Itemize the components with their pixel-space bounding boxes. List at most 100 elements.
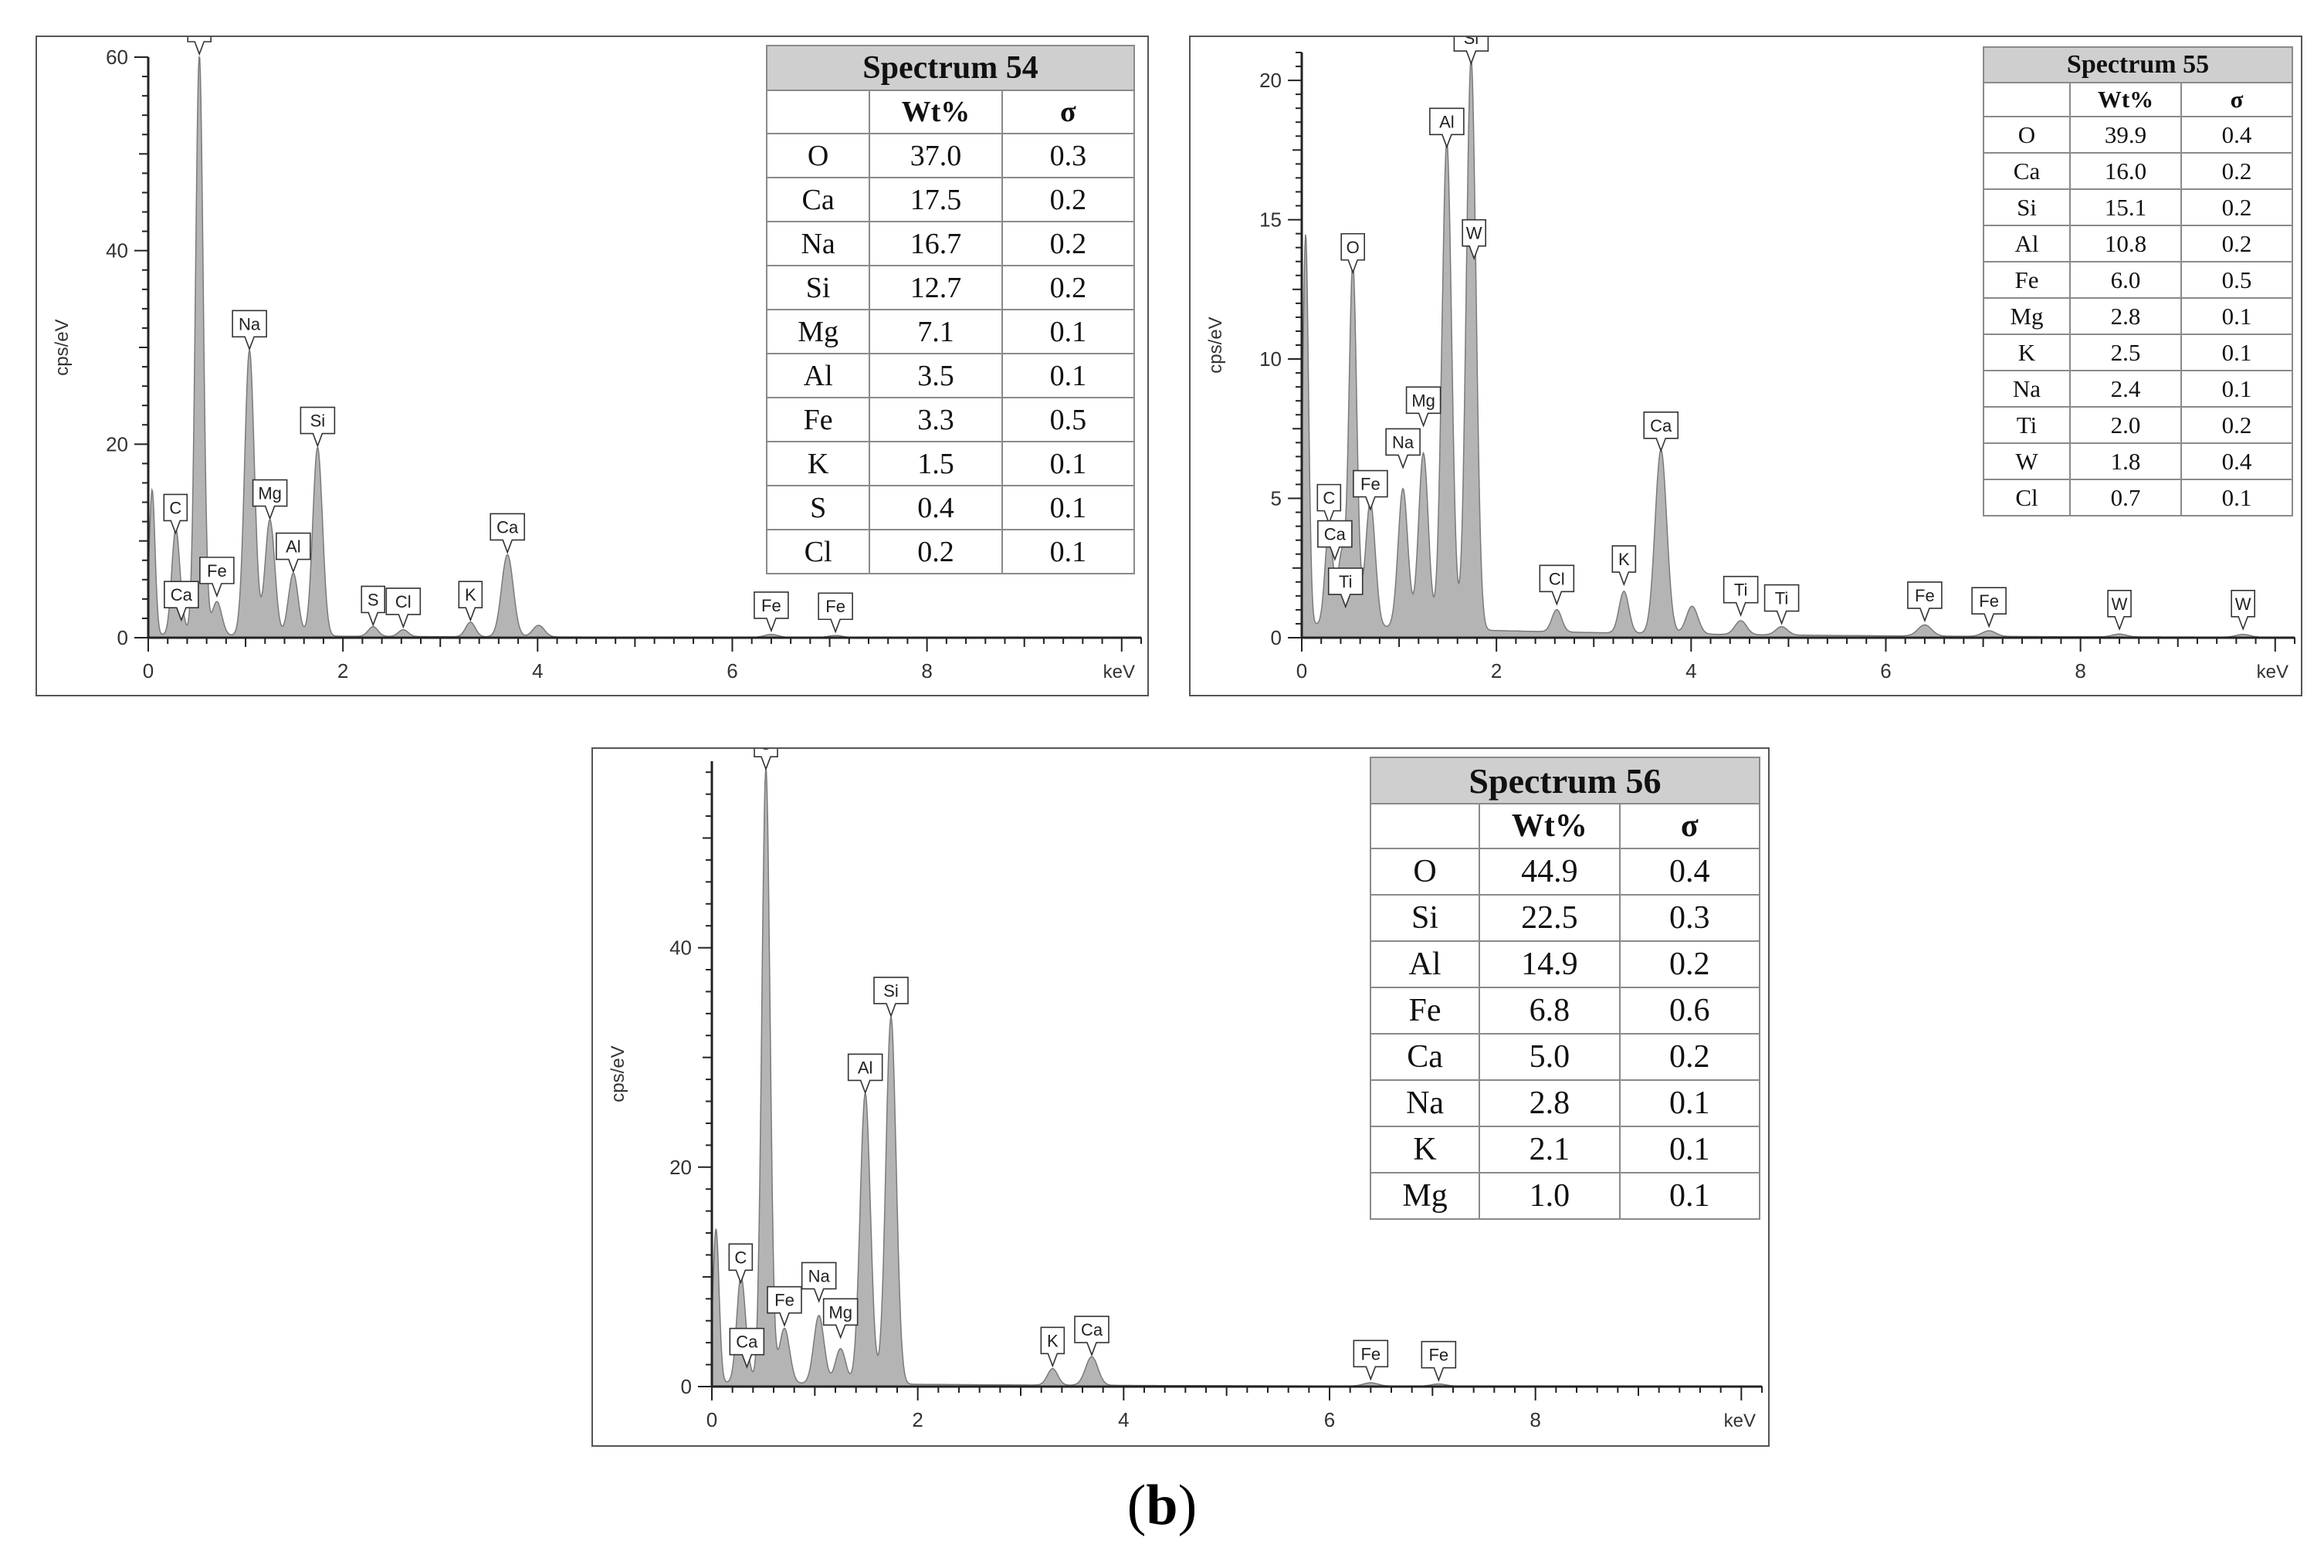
sigma-cell: 0.3 <box>1001 133 1136 178</box>
wt-cell: 17.5 <box>869 177 1003 222</box>
svg-text:Fe: Fe <box>825 597 845 616</box>
peak-label-w: W <box>2231 589 2255 632</box>
peak-label-fe: Fe <box>1353 1339 1389 1381</box>
peak-label-si: Si <box>1453 37 1489 66</box>
table-row: Ca 16.0 0.2 <box>1983 152 2293 190</box>
spectrum-56-chart: OSiAlCNaFeMgCaKCaFeFe02468keV02040cps/eV <box>608 749 1763 1431</box>
table-row: O 37.0 0.3 <box>765 133 1136 178</box>
wt-cell: 0.2 <box>869 529 1003 574</box>
svg-text:W: W <box>2235 594 2251 614</box>
spectrum-54-chart: ONaSiMgCAlFeCaCaSClKFeFe02468keV0204060c… <box>52 37 1142 682</box>
y-tick-label: 0 <box>1271 626 1282 649</box>
wt-cell: 0.4 <box>869 485 1003 530</box>
wt-cell: 1.8 <box>2069 442 2182 480</box>
element-cell: Ca <box>1983 152 2071 190</box>
svg-text:S: S <box>368 590 379 609</box>
svg-text:Fe: Fe <box>761 596 781 615</box>
table-row: W 1.8 0.4 <box>1983 442 2293 480</box>
table-header-sigma: σ <box>2180 82 2293 117</box>
sigma-cell: 0.2 <box>1001 221 1136 266</box>
peak-label-fe: Fe <box>1907 581 1943 623</box>
peak-label-fe: Fe <box>1421 1340 1457 1383</box>
y-tick-label: 40 <box>669 936 692 960</box>
x-tick-label: 0 <box>1296 659 1307 682</box>
svg-text:O: O <box>759 749 772 754</box>
table-row: Mg 2.8 0.1 <box>1983 297 2293 335</box>
svg-text:Ca: Ca <box>736 1333 758 1352</box>
peak-label-na: Na <box>801 1262 837 1303</box>
sigma-cell: 0.5 <box>1001 397 1136 442</box>
svg-text:Ca: Ca <box>171 585 193 605</box>
peak-label-si: Si <box>300 406 336 448</box>
wt-cell: 6.0 <box>2069 261 2182 299</box>
svg-text:Al: Al <box>1439 112 1455 131</box>
sigma-cell: 0.1 <box>1618 1079 1761 1127</box>
x-axis-label: keV <box>1103 662 1135 682</box>
x-tick-label: 8 <box>2075 659 2085 682</box>
sigma-cell: 0.1 <box>1001 529 1136 574</box>
element-cell: Cl <box>1983 479 2071 516</box>
element-cell: Al <box>1983 225 2071 262</box>
wt-cell: 0.7 <box>2069 479 2182 516</box>
table-row: O 44.9 0.4 <box>1369 848 1761 896</box>
sigma-cell: 0.3 <box>1618 894 1761 942</box>
peak-label-si: Si <box>873 977 909 1018</box>
x-tick-label: 6 <box>727 659 737 682</box>
wt-cell: 16.0 <box>2069 152 2182 190</box>
svg-text:K: K <box>1047 1331 1059 1350</box>
peak-label-mg: Mg <box>822 1298 859 1339</box>
sigma-cell: 0.1 <box>2180 334 2293 371</box>
svg-text:Cl: Cl <box>395 592 412 611</box>
table-row: K 1.5 0.1 <box>765 441 1136 486</box>
element-cell: Fe <box>765 397 871 442</box>
x-tick-label: 8 <box>921 659 932 682</box>
peak-label-ti: Ti <box>1327 567 1364 609</box>
element-cell: Na <box>1983 370 2071 408</box>
wt-cell: 2.8 <box>2069 297 2182 335</box>
sigma-cell: 0.2 <box>1618 1033 1761 1081</box>
sigma-cell: 0.1 <box>1001 485 1136 530</box>
element-cell: K <box>765 441 871 486</box>
x-tick-label: 0 <box>706 1408 717 1431</box>
peak-label-w: W <box>2107 589 2132 632</box>
peak-label-na: Na <box>1385 428 1421 469</box>
svg-text:K: K <box>1618 550 1630 569</box>
svg-text:Na: Na <box>808 1266 831 1285</box>
wt-cell: 3.5 <box>869 353 1003 398</box>
element-cell: Cl <box>765 529 871 574</box>
y-tick-label: 60 <box>106 46 128 69</box>
sigma-cell: 0.1 <box>1001 353 1136 398</box>
peak-label-c: C <box>1316 483 1342 525</box>
y-tick-label: 20 <box>669 1156 692 1179</box>
table-row: Ti 2.0 0.2 <box>1983 406 2293 444</box>
table-row: O 39.9 0.4 <box>1983 116 2293 154</box>
sigma-cell: 0.2 <box>2180 152 2293 190</box>
x-tick-label: 4 <box>532 659 543 682</box>
element-cell: O <box>765 133 871 178</box>
peak-label-cl: Cl <box>1539 564 1575 606</box>
peak-label-al: Al <box>276 532 311 574</box>
svg-text:Mg: Mg <box>828 1302 852 1322</box>
x-tick-label: 2 <box>912 1408 923 1431</box>
table-header-wt: Wt% <box>1479 803 1621 849</box>
peak-label-s: S <box>361 585 386 627</box>
x-tick-label: 6 <box>1324 1408 1335 1431</box>
table-header-wt: Wt% <box>2069 82 2182 117</box>
element-cell: O <box>1983 116 2071 154</box>
peak-label-fe: Fe <box>199 557 235 598</box>
table-row: Mg 1.0 0.1 <box>1369 1172 1761 1220</box>
peak-label-ti: Ti <box>1763 584 1800 625</box>
y-tick-label: 15 <box>1259 208 1282 232</box>
element-cell: Ti <box>1983 406 2071 444</box>
y-tick-label: 40 <box>106 239 128 262</box>
table-row: Cl 0.2 0.1 <box>765 529 1136 574</box>
table-title: Spectrum 55 <box>1983 46 2293 83</box>
spectrum-54-table: Spectrum 54 Wt% σ O 37.0 0.3 Ca 17.5 0.2 Na 1… <box>765 45 1136 574</box>
peak-label-fe: Fe <box>754 591 789 633</box>
peak-label-o: O <box>187 37 212 56</box>
element-cell: Si <box>1983 188 2071 226</box>
wt-cell: 12.7 <box>869 265 1003 310</box>
wt-cell: 2.8 <box>1479 1079 1621 1127</box>
table-header-sigma: σ <box>1001 90 1136 134</box>
